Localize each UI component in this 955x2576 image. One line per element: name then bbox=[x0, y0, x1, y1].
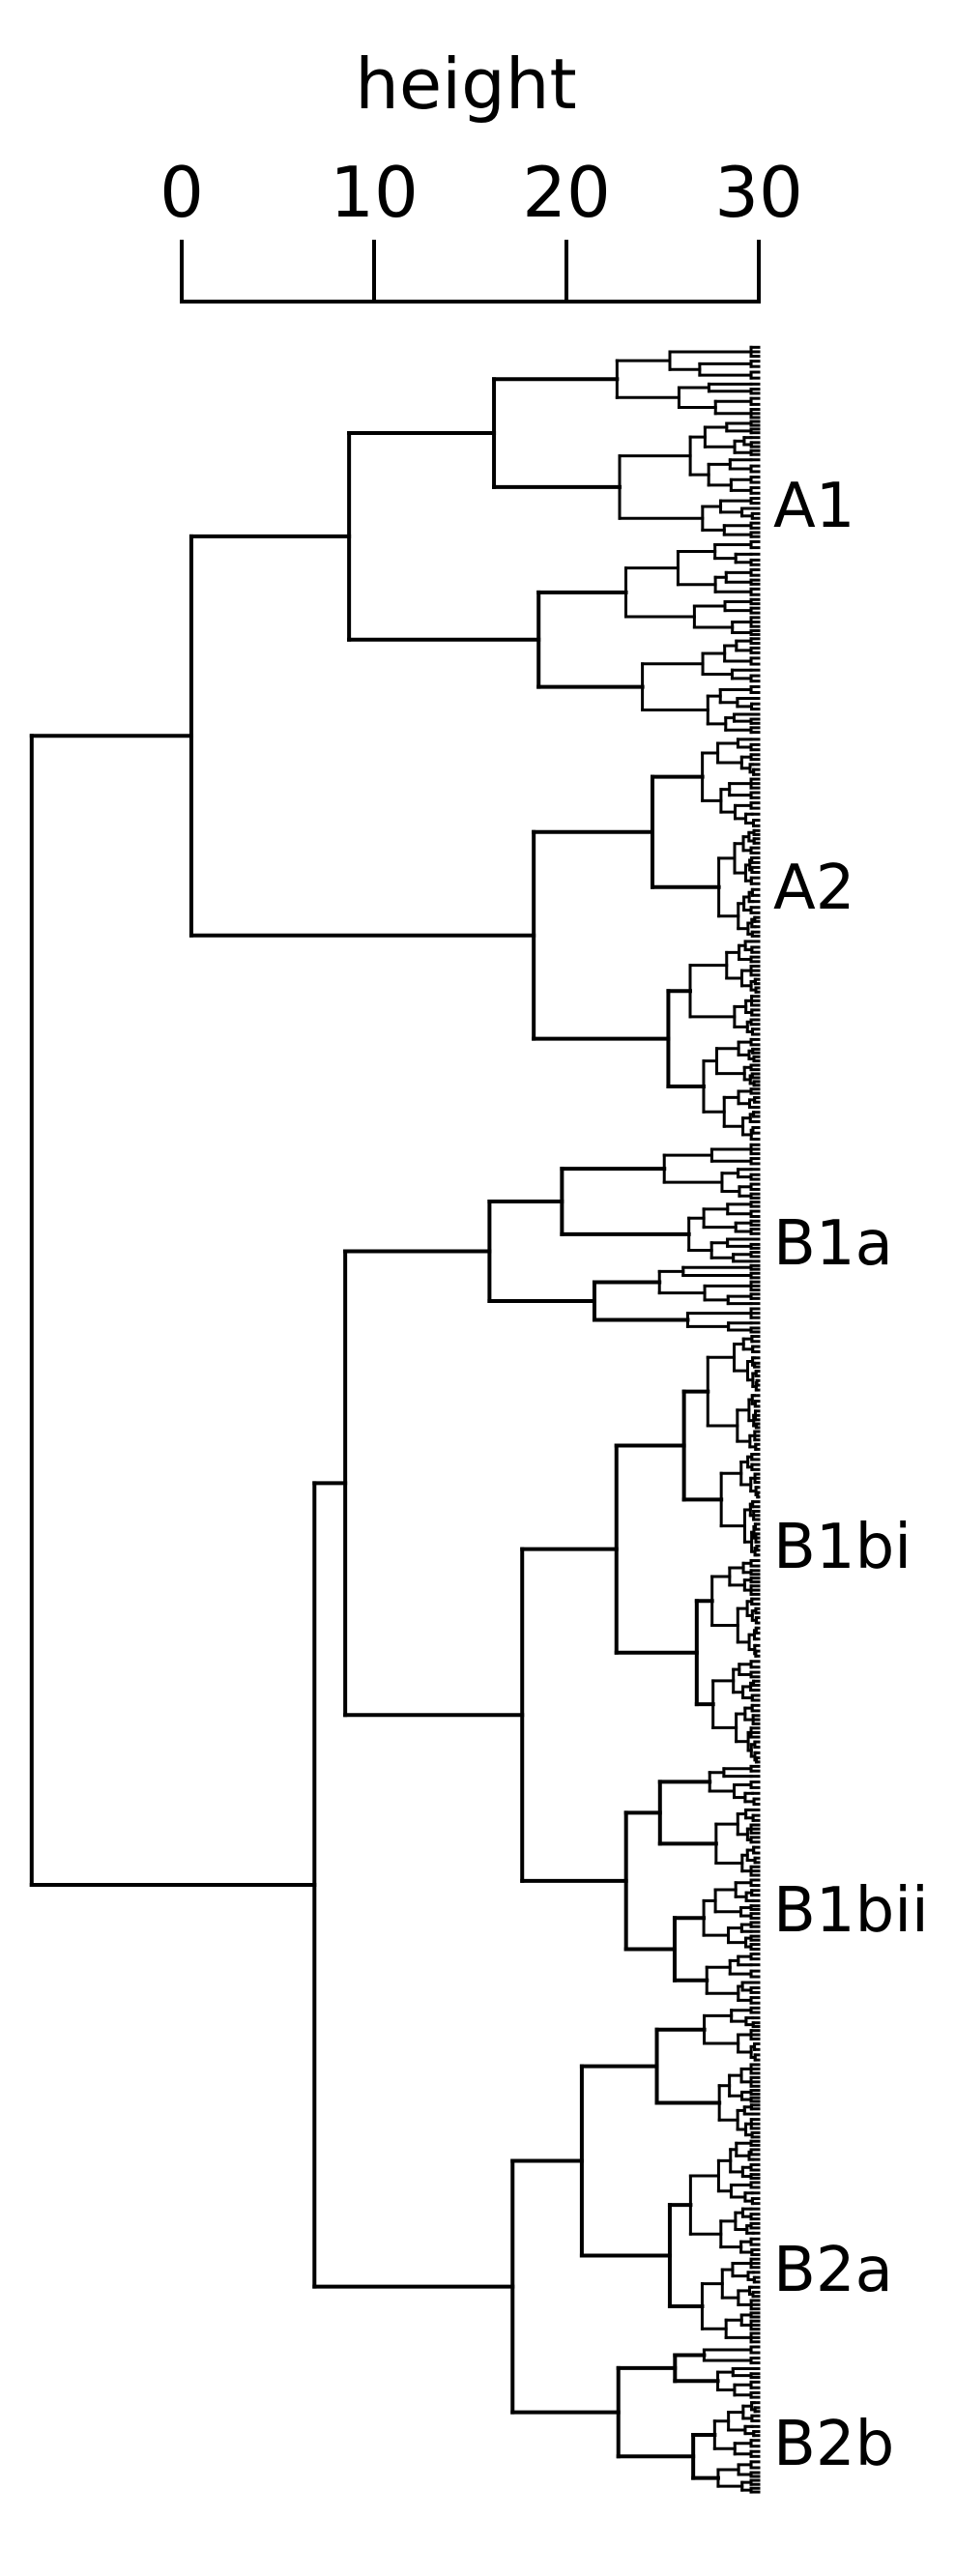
tick-label: 20 bbox=[522, 152, 611, 233]
cluster-label-b1a: B1a bbox=[773, 1208, 893, 1280]
cluster-labels: A1 A2 B1a B1bi B1bii B2a B2b bbox=[773, 471, 929, 2480]
cluster-label-a1: A1 bbox=[773, 471, 855, 542]
dendrogram-leaf-branches bbox=[347, 345, 761, 2494]
cluster-label-a2: A2 bbox=[773, 853, 855, 924]
height-axis: 0 10 20 30 bbox=[159, 152, 803, 304]
tick-label: 30 bbox=[714, 152, 803, 233]
dendrogram-links bbox=[29, 534, 628, 2415]
cluster-label-b1bii: B1bii bbox=[773, 1875, 929, 1947]
tick-label: 10 bbox=[330, 152, 419, 233]
cluster-label-b2b: B2b bbox=[773, 2409, 894, 2480]
axis-title: height bbox=[355, 43, 577, 125]
cluster-label-b1bi: B1bi bbox=[773, 1512, 912, 1583]
tick-label: 0 bbox=[159, 152, 204, 233]
cluster-label-b2a: B2a bbox=[773, 2235, 893, 2306]
